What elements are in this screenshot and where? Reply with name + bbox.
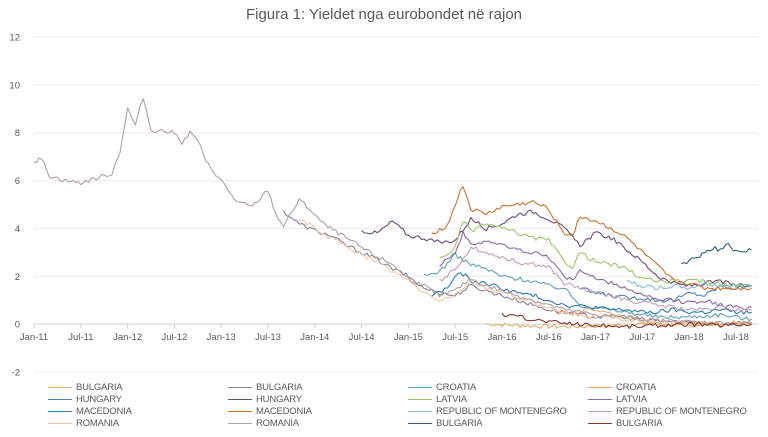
legend-label: ROMANIA bbox=[76, 418, 119, 429]
legend-swatch bbox=[48, 386, 72, 389]
legend-label: MACEDONIA bbox=[76, 406, 132, 417]
legend-item: HUNGARY bbox=[48, 394, 122, 405]
legend-label: LATVIA bbox=[436, 394, 467, 405]
series-line bbox=[439, 230, 752, 311]
y-tick-label: 0 bbox=[15, 320, 20, 331]
legend-swatch bbox=[228, 386, 252, 389]
series-line bbox=[431, 272, 752, 315]
legend-swatch bbox=[588, 386, 612, 389]
legend-item: ROMANIA bbox=[228, 418, 299, 429]
legend-label: MACEDONIA bbox=[256, 406, 312, 417]
legend-swatch bbox=[48, 422, 72, 425]
y-tick-label: 12 bbox=[9, 33, 20, 44]
legend-label: HUNGARY bbox=[76, 394, 122, 405]
series-line bbox=[501, 312, 752, 329]
y-tick-label: 10 bbox=[9, 80, 20, 91]
y-tick-label: 2 bbox=[15, 272, 20, 283]
legend-item: REPUBLIC OF MONTENEGRO bbox=[408, 406, 567, 417]
legend-item: REPUBLIC OF MONTENEGRO bbox=[588, 406, 747, 417]
x-tick-label: Jan-16 bbox=[487, 332, 516, 343]
legend-swatch bbox=[228, 410, 252, 413]
legend-label: BULGARIA bbox=[436, 418, 483, 429]
legend-swatch bbox=[228, 398, 252, 401]
legend-label: BULGARIA bbox=[616, 418, 663, 429]
x-tick-label: Jan-18 bbox=[675, 332, 704, 343]
x-tick-label: Jul-14 bbox=[349, 332, 375, 343]
legend-item: HUNGARY bbox=[228, 394, 302, 405]
legend-swatch bbox=[588, 398, 612, 401]
legend-item: LATVIA bbox=[588, 394, 647, 405]
legend-item: ROMANIA bbox=[48, 418, 119, 429]
x-tick-label: Jan-12 bbox=[113, 332, 142, 343]
series-line bbox=[579, 284, 752, 303]
series-line bbox=[439, 221, 752, 289]
legend-item: BULGARIA bbox=[588, 418, 663, 429]
legend-swatch bbox=[408, 386, 432, 389]
x-tick-label: Jul-12 bbox=[161, 332, 187, 343]
x-tick-label: Jan-13 bbox=[207, 332, 236, 343]
x-tick-label: Jul-11 bbox=[68, 332, 93, 343]
legend-label: CROATIA bbox=[616, 382, 657, 393]
legend-swatch bbox=[228, 422, 252, 425]
series-line bbox=[439, 246, 752, 312]
x-tick-label: Jan-11 bbox=[20, 332, 48, 343]
legend-label: REPUBLIC OF MONTENEGRO bbox=[616, 406, 747, 417]
series-line bbox=[626, 279, 752, 291]
y-tick-label: 8 bbox=[15, 128, 20, 139]
chart-title: Figura 1: Yieldet nga eurobondet në rajo… bbox=[245, 6, 523, 23]
x-tick-label: Jan-15 bbox=[394, 332, 423, 343]
legend-item: BULGARIA bbox=[408, 418, 483, 429]
legend-swatch bbox=[588, 422, 612, 425]
legend-label: LATVIA bbox=[616, 394, 647, 405]
legend-swatch bbox=[48, 398, 72, 401]
legend-swatch bbox=[408, 410, 432, 413]
legend-item: CROATIA bbox=[588, 382, 656, 393]
series-line bbox=[361, 209, 752, 288]
series-line bbox=[33, 98, 752, 326]
legend-label: ROMANIA bbox=[256, 418, 299, 429]
legend-item: LATVIA bbox=[408, 394, 467, 405]
y-tick-label: -2 bbox=[12, 368, 20, 379]
y-tick-label: 4 bbox=[15, 224, 20, 235]
y-tick-label: 6 bbox=[15, 176, 20, 187]
x-tick-label: Jul-16 bbox=[536, 332, 562, 343]
x-tick-label: Jul-15 bbox=[442, 332, 468, 343]
x-tick-label: Jul-13 bbox=[255, 332, 281, 343]
legend-item: MACEDONIA bbox=[228, 406, 312, 417]
x-tick-label: Jan-17 bbox=[581, 332, 610, 343]
x-tick-label: Jul-17 bbox=[629, 332, 655, 343]
legend-swatch bbox=[588, 410, 612, 413]
x-tick-label: Jan-14 bbox=[300, 332, 329, 343]
legend-swatch bbox=[408, 398, 432, 401]
legend-label: HUNGARY bbox=[256, 394, 302, 405]
legend-item: CROATIA bbox=[408, 382, 476, 393]
legend-item: MACEDONIA bbox=[48, 406, 132, 417]
legend-label: REPUBLIC OF MONTENEGRO bbox=[436, 406, 567, 417]
legend-label: BULGARIA bbox=[256, 382, 303, 393]
series-line bbox=[556, 307, 752, 328]
legend-label: BULGARIA bbox=[76, 382, 123, 393]
legend-swatch bbox=[408, 422, 432, 425]
legend-item: BULGARIA bbox=[228, 382, 303, 393]
legend-swatch bbox=[48, 410, 72, 413]
series-line bbox=[681, 242, 752, 265]
x-tick-label: Jul-18 bbox=[723, 332, 749, 343]
legend-label: CROATIA bbox=[436, 382, 477, 393]
legend-item: BULGARIA bbox=[48, 382, 123, 393]
series-line bbox=[431, 186, 752, 291]
